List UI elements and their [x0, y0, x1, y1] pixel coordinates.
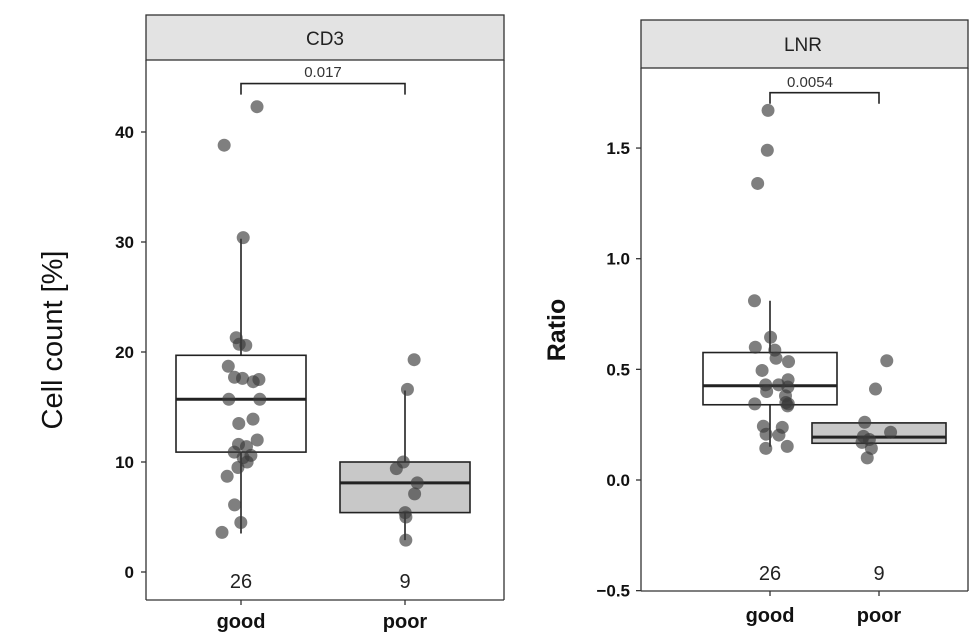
data-point-good-cd3 [250, 100, 264, 114]
count-poor-cd3: 9 [399, 571, 410, 593]
data-point-good-lnr [772, 428, 786, 442]
data-point-poor-cd3 [399, 533, 413, 547]
strip-title-lnr: LNR [784, 35, 822, 56]
data-point-good-cd3 [222, 392, 236, 406]
data-point-good-lnr [769, 351, 783, 365]
data-point-poor-cd3 [389, 462, 403, 476]
data-point-good-cd3 [228, 498, 242, 512]
count-good-lnr: 26 [759, 563, 781, 585]
data-point-good-cd3 [250, 433, 264, 447]
data-point-good-cd3 [253, 392, 267, 406]
data-point-good-cd3 [246, 412, 260, 426]
data-point-good-lnr [781, 399, 795, 413]
ylabel-cd3: Cell count [%] [37, 251, 69, 430]
count-poor-lnr: 9 [873, 563, 884, 585]
data-point-good-cd3 [236, 231, 250, 245]
strip-title-cd3: CD3 [306, 29, 344, 50]
data-point-good-cd3 [220, 469, 234, 483]
significance-bracket-cd3 [240, 82, 406, 95]
data-point-good-cd3 [246, 375, 260, 389]
data-point-poor-lnr [868, 382, 882, 396]
box-good-cd3 [175, 354, 307, 453]
data-point-good-lnr [764, 330, 778, 344]
y-tick-label-cd3: 20 [115, 343, 134, 362]
box-poor-lnr [811, 422, 947, 445]
data-point-poor-cd3 [410, 476, 424, 490]
y-tick-label-lnr: 0.5 [606, 360, 630, 379]
y-tick-label-cd3: 30 [115, 233, 134, 252]
data-point-good-lnr [782, 355, 796, 369]
strip-cd3 [145, 14, 505, 61]
data-point-poor-lnr [860, 451, 874, 465]
data-point-good-lnr [780, 439, 794, 453]
data-point-good-cd3 [217, 138, 231, 152]
y-tick-label-cd3: 0 [125, 563, 134, 582]
y-tick-label-lnr: 1.0 [606, 250, 630, 269]
xtick-good-cd3: good [217, 611, 266, 633]
panel-cd3: CD3 0.017 Cell count [%] 26 9 good poor [37, 14, 505, 633]
data-point-good-lnr [759, 441, 773, 455]
data-point-good-cd3 [232, 417, 246, 430]
xtick-poor-cd3: poor [383, 611, 428, 633]
y-tick-label-lnr: 0.0 [606, 471, 630, 490]
data-point-good-cd3 [231, 461, 245, 474]
data-point-good-lnr [748, 340, 762, 354]
data-point-poor-cd3 [400, 382, 414, 396]
pvalue-lnr: 0.0054 [787, 74, 833, 91]
data-point-poor-cd3 [407, 353, 421, 367]
xtick-good-lnr: good [746, 605, 795, 627]
data-point-good-cd3 [239, 338, 253, 352]
y-tick-label-lnr: −0.5 [596, 582, 630, 601]
pvalue-cd3: 0.017 [304, 64, 342, 81]
data-point-good-cd3 [215, 525, 229, 539]
y-tick-label-lnr: 1.5 [606, 139, 630, 158]
data-point-poor-cd3 [399, 510, 413, 524]
data-point-good-lnr [747, 294, 761, 308]
y-tick-label-cd3: 10 [115, 453, 134, 472]
box-poor-cd3 [339, 461, 471, 514]
data-point-good-lnr [760, 384, 774, 398]
data-point-good-lnr [748, 397, 762, 411]
data-point-poor-lnr [858, 415, 872, 429]
data-point-good-cd3 [236, 371, 250, 385]
data-point-good-cd3 [221, 359, 235, 373]
y-tick-label-cd3: 40 [115, 123, 134, 142]
data-point-good-lnr [755, 363, 769, 377]
xtick-poor-lnr: poor [857, 605, 902, 627]
data-point-poor-lnr [884, 425, 898, 439]
ylabel-lnr: Ratio [543, 299, 571, 362]
data-point-poor-lnr [880, 354, 894, 368]
data-point-poor-lnr [855, 435, 869, 449]
count-good-cd3: 26 [230, 571, 252, 593]
data-point-good-cd3 [234, 516, 248, 529]
data-point-good-lnr [760, 143, 774, 157]
significance-bracket-lnr [769, 91, 880, 104]
data-point-good-lnr [751, 176, 765, 190]
data-point-poor-cd3 [408, 487, 422, 501]
panel-lnr: LNR 0.0054 Ratio 26 9 good poor [543, 19, 969, 627]
data-point-good-lnr [761, 103, 775, 117]
strip-lnr [640, 19, 969, 69]
data-point-good-lnr [759, 427, 773, 441]
